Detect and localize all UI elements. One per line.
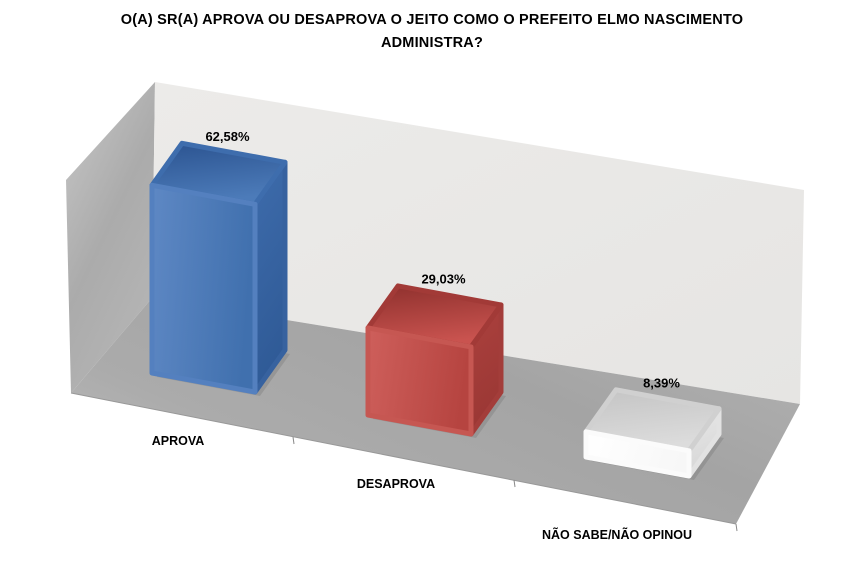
value-label-nao-sabe-nao-opinou: 8,39% xyxy=(643,375,680,390)
category-axis-line xyxy=(70,392,737,525)
category-label-aprova: APROVA xyxy=(152,434,205,448)
bar-front-face-aprova xyxy=(149,182,258,395)
value-label-desaprova: 29,03% xyxy=(421,271,466,286)
wall-back xyxy=(152,82,804,404)
axis-tick xyxy=(735,523,738,532)
category-label-nao-sabe-nao-opinou: NÃO SABE/NÃO OPINOU xyxy=(542,527,692,542)
chart-title: O(A) SR(A) APROVA OU DESAPROVA O JEITO C… xyxy=(120,12,744,51)
axis-tick xyxy=(292,436,295,445)
axis-tick xyxy=(513,479,516,488)
value-label-aprova: 62,58% xyxy=(205,129,250,144)
wall-side-left xyxy=(66,82,155,393)
bar-front-face-nao-sabe-nao-opinou xyxy=(583,429,692,479)
bar-front-face-desaprova xyxy=(365,325,474,437)
category-label-desaprova: DESAPROVA xyxy=(357,477,435,491)
